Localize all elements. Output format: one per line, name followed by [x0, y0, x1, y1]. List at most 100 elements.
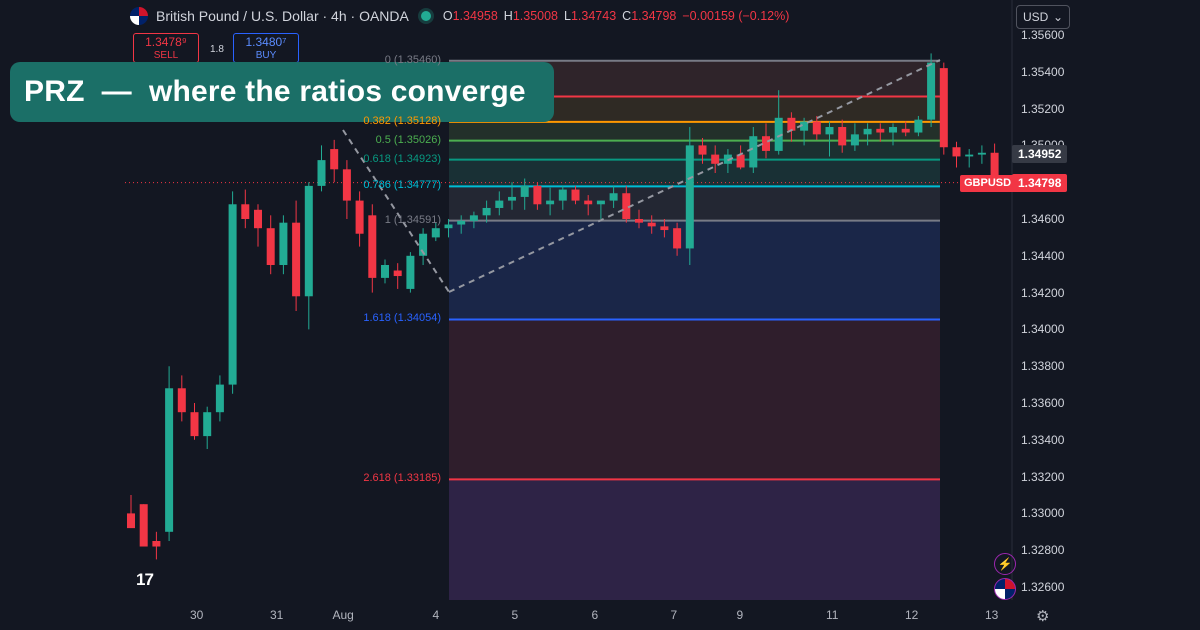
- candle-body: [317, 160, 326, 186]
- candle-body: [482, 207, 491, 216]
- fib-level-label: 1 (1.34591): [384, 213, 441, 226]
- candle-body: [825, 127, 834, 135]
- date-axis-label: 7: [670, 608, 678, 622]
- price-axis-label: 1.33400: [1021, 432, 1065, 447]
- candle-body: [228, 204, 237, 385]
- candle-body: [914, 119, 923, 133]
- candle-body: [266, 228, 275, 265]
- candle-body: [952, 147, 961, 157]
- date-axis-label: 9: [736, 608, 744, 622]
- sell-button[interactable]: 1.3478⁹ SELL: [133, 33, 199, 63]
- candle-body: [977, 152, 986, 155]
- sell-label: SELL: [153, 50, 179, 61]
- candle-body: [393, 270, 402, 277]
- candle-body: [635, 219, 643, 223]
- candle-body: [927, 62, 936, 120]
- fib-trend-line: [448, 59, 941, 293]
- candle-body: [203, 412, 212, 437]
- candle-body: [571, 189, 580, 201]
- candle-body: [431, 228, 440, 238]
- symbol-title[interactable]: British Pound / U.S. Dollar · 4h · OANDA: [156, 8, 409, 24]
- candle-body: [139, 504, 148, 547]
- candle-body: [889, 127, 897, 133]
- chevron-down-icon: ⌄: [1052, 10, 1063, 24]
- candle-body: [800, 121, 809, 131]
- close-key: C: [622, 9, 632, 23]
- fib-level-label: 0 (1.35460): [384, 53, 441, 66]
- candle-body: [457, 220, 466, 225]
- price-axis-label: 1.32600: [1021, 580, 1065, 594]
- candle-body: [342, 169, 351, 201]
- candle-body: [508, 196, 516, 201]
- candle-body: [609, 193, 618, 201]
- fib-zone: [449, 159, 940, 187]
- currency-select[interactable]: USD ⌄: [1016, 5, 1070, 29]
- fib-zone: [449, 186, 940, 221]
- candle-body: [736, 154, 745, 168]
- buy-button[interactable]: 1.3480⁷ BUY: [233, 33, 299, 63]
- candle-body: [698, 145, 707, 155]
- price-axis-label: 1.33800: [1021, 359, 1065, 374]
- open-key: O: [442, 9, 453, 23]
- candle-body: [279, 222, 288, 265]
- candle-body: [596, 200, 605, 205]
- buy-label: BUY: [255, 50, 277, 61]
- candle-body: [241, 204, 250, 219]
- candle-body: [762, 136, 770, 151]
- candle-body: [127, 513, 135, 529]
- high-value: 1.35008: [512, 9, 559, 23]
- fib-zone: [449, 220, 940, 320]
- candle-body: [292, 222, 301, 297]
- date-axis-label: 12: [905, 608, 919, 622]
- buy-price: 1.3480⁷: [245, 35, 287, 49]
- ohlc-values: O1.34958 H1.35008 L1.34743 C1.34798 −0.0…: [443, 9, 790, 23]
- candle-body: [774, 117, 783, 151]
- price-axis-label: 1.35200: [1021, 101, 1065, 116]
- open-value: 1.34958: [452, 9, 498, 23]
- candle-body: [406, 255, 415, 289]
- candle-body: [990, 152, 999, 183]
- price-axis-label: 1.32800: [1021, 543, 1065, 558]
- candle-body: [787, 117, 796, 131]
- high-key: H: [503, 9, 513, 23]
- tradingview-logo-icon: 17: [136, 570, 154, 589]
- low-value: 1.34743: [570, 9, 617, 23]
- candle-body: [876, 128, 885, 133]
- date-axis-label: 13: [985, 608, 999, 622]
- candle-body: [152, 541, 161, 547]
- candle-body: [165, 388, 174, 532]
- candle-body: [863, 128, 872, 135]
- settings-gear-icon[interactable]: ⚙: [1036, 608, 1050, 625]
- candle-body: [622, 193, 631, 219]
- candle-body: [647, 222, 656, 227]
- candle-body: [965, 154, 974, 157]
- candle-body: [685, 145, 694, 249]
- candle-body: [304, 185, 313, 297]
- gbp-usd-flag-icon: [130, 7, 148, 25]
- candle-body: [850, 134, 859, 146]
- price-axis-label: 1.34000: [1021, 322, 1065, 337]
- alert-bolt-icon[interactable]: ⚡: [994, 553, 1016, 575]
- symbol-price-tag: GBPUSD: [960, 175, 1016, 192]
- candle-body: [558, 189, 567, 201]
- fib-level-label: 2.618 (1.33185): [363, 472, 441, 485]
- candle-body: [901, 128, 910, 133]
- price-axis-label: 1.33600: [1021, 396, 1065, 410]
- candle-body: [381, 265, 389, 278]
- date-axis-label: 11: [826, 608, 839, 622]
- price-axis-label: 1.33200: [1021, 469, 1065, 484]
- price-axis-label: 1.33000: [1021, 506, 1065, 521]
- uk-flag-icon[interactable]: [994, 578, 1016, 600]
- fib-level-label: 0.382 (1.35128): [363, 114, 441, 127]
- candle-body: [190, 412, 199, 437]
- candle-body: [254, 209, 262, 229]
- market-open-icon: [420, 11, 431, 21]
- date-axis-label: 31: [270, 608, 284, 622]
- currency-value: USD: [1023, 10, 1049, 24]
- candle-body: [520, 185, 529, 197]
- candle-body: [812, 121, 821, 135]
- banner-text: PRZ — where the ratios converge: [24, 75, 526, 108]
- candle-body: [749, 136, 758, 168]
- price-axis-label: 1.35400: [1021, 64, 1065, 79]
